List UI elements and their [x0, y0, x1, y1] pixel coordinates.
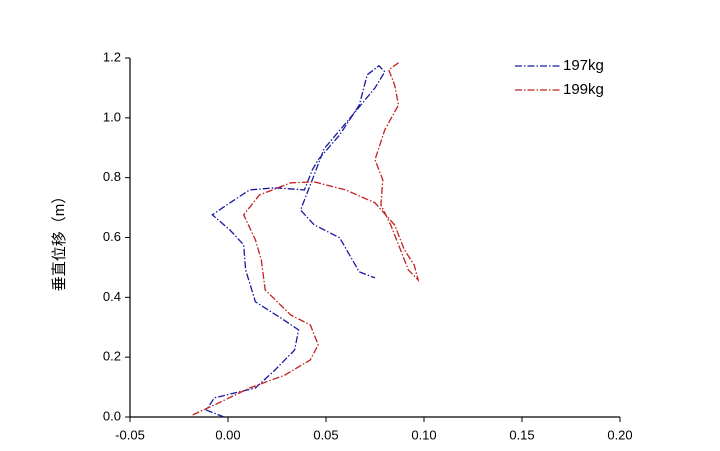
y-tick-label: 0.4 — [103, 289, 121, 304]
y-tick-label: 0.6 — [103, 229, 121, 244]
x-tick-label: 0.15 — [509, 427, 534, 442]
y-axis-label: 垂直位移（m） — [51, 189, 68, 292]
x-tick-label: 0.10 — [411, 427, 436, 442]
legend: 197kg 199kg — [515, 57, 604, 98]
y-tick-label: 0.0 — [103, 408, 121, 423]
x-tick-label: -0.05 — [115, 427, 145, 442]
y-tick-label: 0.8 — [103, 169, 121, 184]
legend-label: 197kg — [563, 57, 604, 74]
data-line — [205, 64, 386, 418]
y-tick-label: 0.2 — [103, 349, 121, 364]
legend-label: 199kg — [563, 81, 604, 98]
x-tick-label: 0.00 — [215, 427, 240, 442]
x-tick-label: 0.05 — [313, 427, 338, 442]
x-tick-label: 0.20 — [607, 427, 632, 442]
y-tick-label: 1.0 — [103, 109, 121, 124]
data-line — [192, 62, 420, 416]
y-tick-label: 1.2 — [103, 49, 121, 64]
